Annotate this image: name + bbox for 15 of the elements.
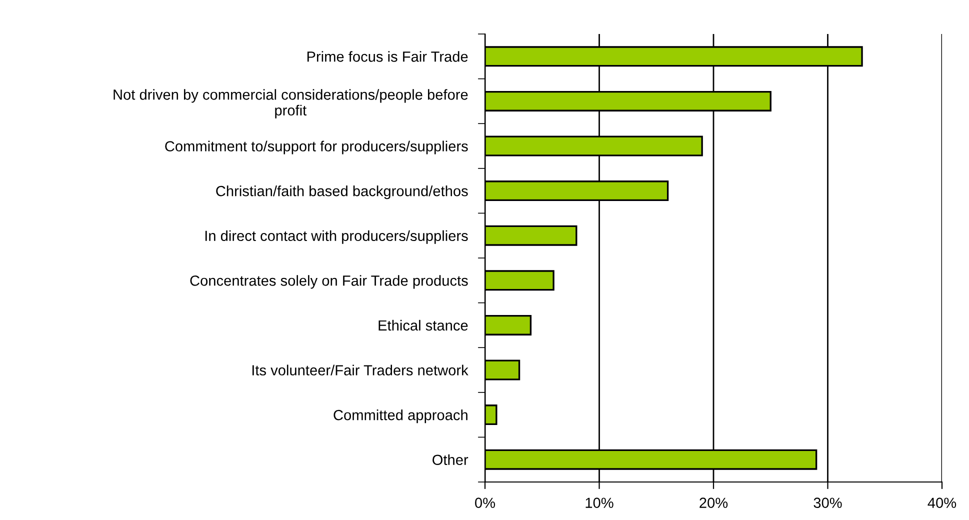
x-tick-label: 0%: [475, 498, 496, 508]
y-tick-label: In direct contact with producers/suppliers: [205, 230, 468, 244]
y-tick-label: Its volunteer/Fair Traders network: [252, 364, 468, 376]
x-tick-label: 40%: [928, 498, 956, 508]
y-tick-label: Not driven by commercial considerations/people before profit: [114, 89, 468, 118]
y-tick-label: Other: [432, 454, 468, 466]
y-tick-label: Committed approach: [334, 410, 468, 424]
x-tick-label: 20%: [700, 498, 728, 508]
y-tick-label: Concentrates solely on Fair Trade products: [190, 275, 468, 289]
y-tick-label: Prime focus is Fair Trade: [307, 51, 468, 62]
y-tick-label: Ethical stance: [378, 320, 468, 331]
y-tick-label: Commitment to/support for producers/suppliers: [165, 140, 468, 154]
x-tick-label: 30%: [814, 498, 842, 508]
y-tick-label: Christian/faith based background/ethos: [216, 186, 468, 200]
x-tick-label: 10%: [586, 498, 614, 508]
